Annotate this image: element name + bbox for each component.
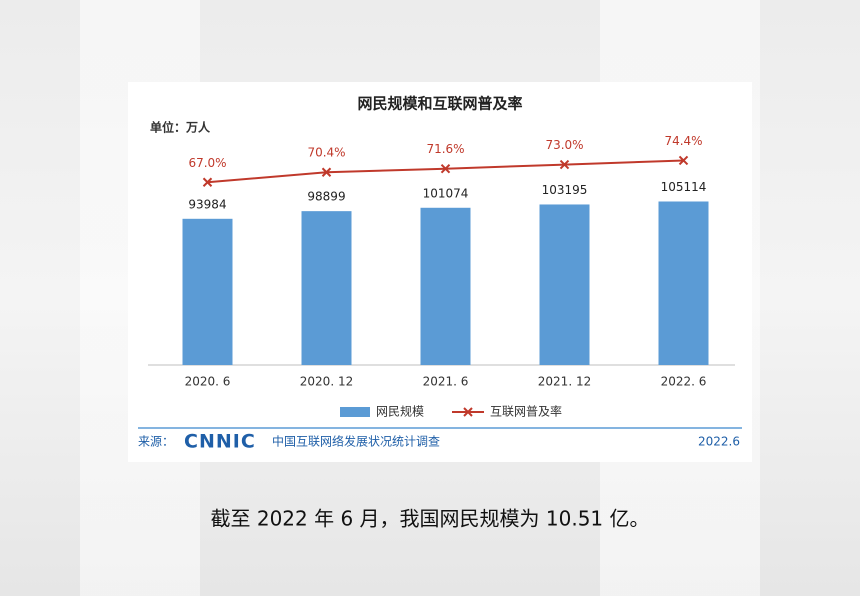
line-label: 67.0% — [188, 156, 226, 170]
x-tick-label: 2020. 12 — [300, 375, 353, 389]
bar — [420, 207, 471, 365]
bar — [182, 218, 233, 365]
legend-label: 网民规模 — [376, 404, 424, 419]
line-label: 71.6% — [426, 142, 464, 156]
line-label: 74.4% — [664, 134, 702, 148]
unit-label: 单位：万人 — [150, 120, 211, 135]
x-tick-label: 2020. 6 — [185, 375, 231, 389]
legend-swatch — [463, 407, 473, 417]
x-tick-label: 2021. 6 — [423, 375, 469, 389]
line-marker — [440, 163, 451, 174]
chart-title: 网民规模和互联网普及率 — [357, 95, 522, 113]
source-label: 来源： — [138, 435, 174, 449]
legend-swatch — [340, 407, 370, 417]
bar-label: 103195 — [542, 183, 588, 197]
bar-label: 98899 — [307, 190, 345, 204]
x-tick-label: 2022. 6 — [661, 375, 707, 389]
source: 中国互联网络发展状况统计调查 — [272, 434, 440, 449]
bar-label: 105114 — [661, 180, 707, 194]
bar-label: 101074 — [423, 186, 469, 200]
line-label: 70.4% — [307, 146, 345, 160]
bar — [301, 211, 352, 365]
x-tick-label: 2021. 12 — [538, 375, 591, 389]
bar — [539, 204, 590, 365]
bar-label: 93984 — [188, 197, 226, 211]
logo: CNNIC — [184, 431, 256, 453]
line-marker — [202, 177, 213, 187]
line-marker — [559, 159, 570, 170]
caption: 截至 2022 年 6 月，我国网民规模为 10.51 亿。 — [210, 507, 649, 531]
line-label: 73.0% — [545, 138, 583, 152]
date: 2022.6 — [698, 435, 740, 449]
line-marker — [678, 155, 689, 166]
legend-label: 互联网普及率 — [490, 404, 562, 419]
bar — [658, 201, 709, 365]
line-marker — [321, 167, 332, 177]
